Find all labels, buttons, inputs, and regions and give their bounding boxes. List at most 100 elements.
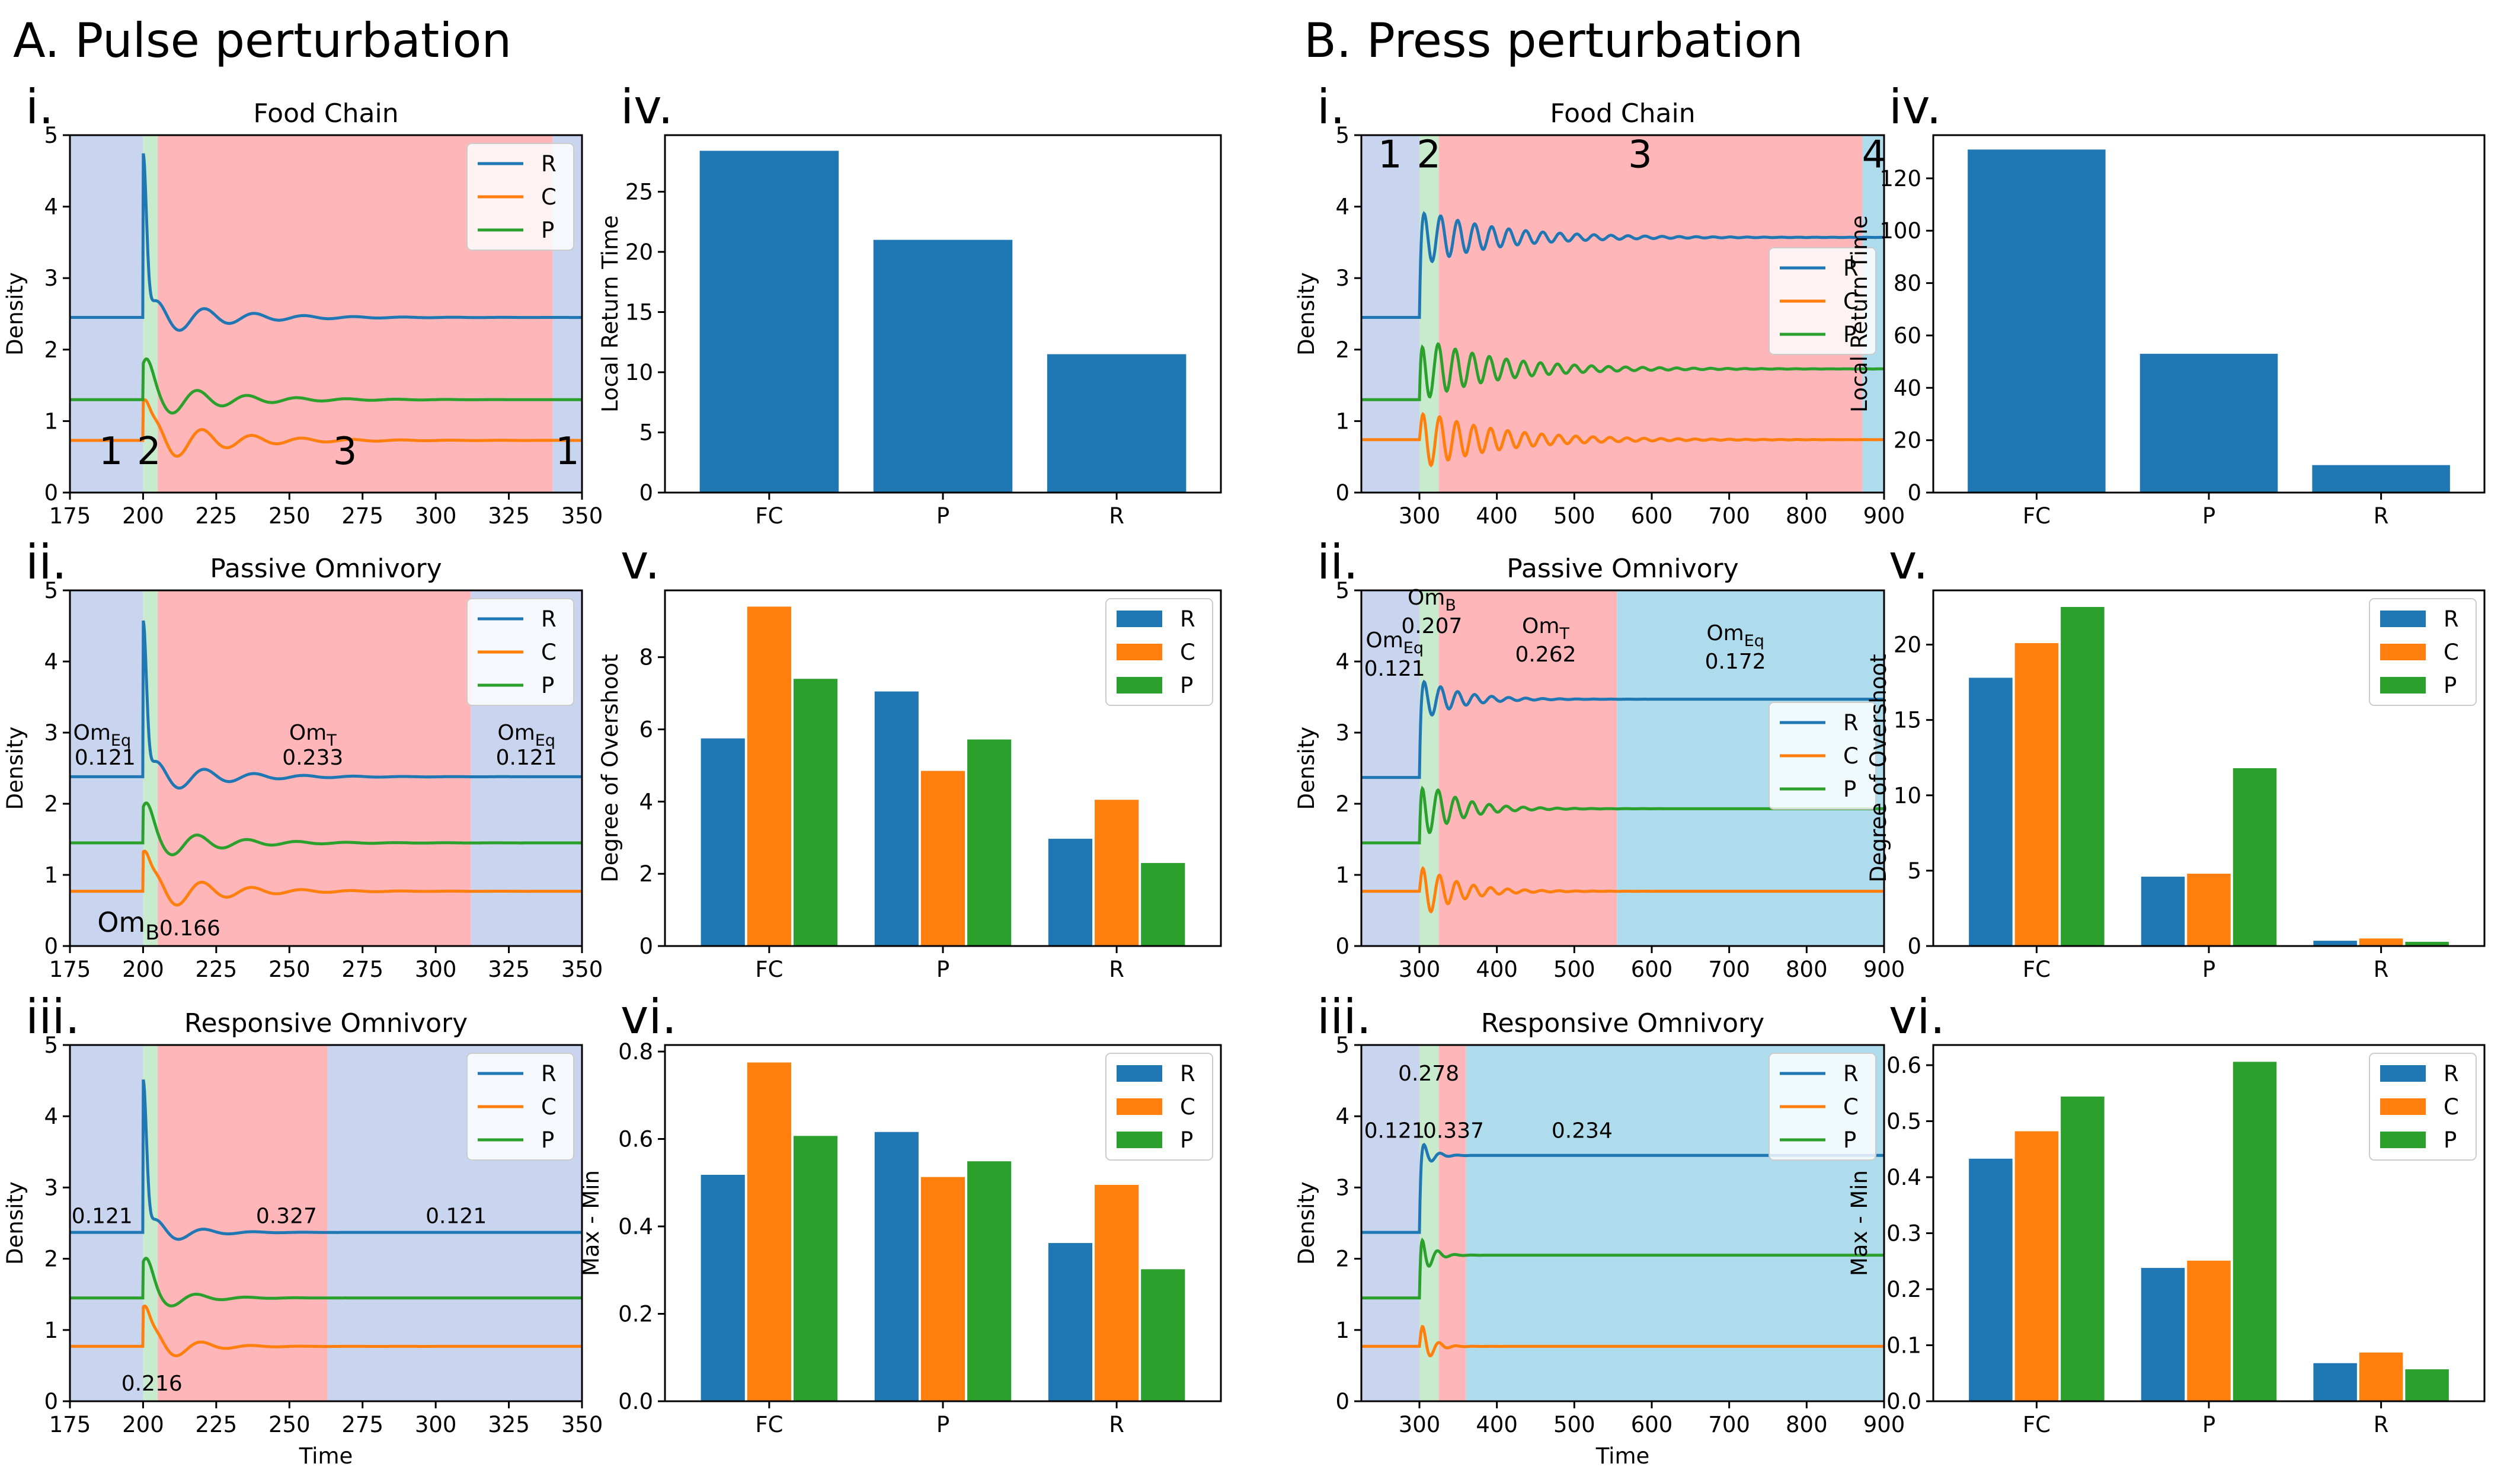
y-tick-label: 10 bbox=[1894, 783, 1921, 808]
bar-R-R bbox=[2313, 1363, 2357, 1401]
region-annotation: 1 bbox=[555, 430, 580, 474]
series-line-C bbox=[70, 1304, 582, 1357]
series-line-R bbox=[1361, 210, 1884, 319]
x-tick-label: 175 bbox=[49, 503, 91, 529]
x-tick-label: 200 bbox=[122, 957, 164, 982]
y-tick-label: 2 bbox=[44, 337, 58, 363]
chart-title: Responsive Omnivory bbox=[184, 1008, 468, 1038]
legend: RCP bbox=[1769, 702, 1876, 810]
series-line-C bbox=[1361, 866, 1884, 914]
chart-title: Passive Omnivory bbox=[210, 554, 442, 584]
phase-region-blue bbox=[70, 1045, 143, 1401]
bar-P-P bbox=[2233, 1062, 2277, 1401]
bar-C-P bbox=[2187, 1260, 2231, 1401]
bar-R-FC bbox=[1969, 678, 2013, 946]
axes-frame bbox=[1360, 134, 1885, 494]
y-tick-label: 4 bbox=[1335, 194, 1349, 220]
legend-label-P: P bbox=[1180, 673, 1193, 698]
bar-C-FC bbox=[2014, 643, 2059, 946]
y-tick-label: 0.0 bbox=[1886, 1389, 1921, 1414]
y-axis-label: Density bbox=[2, 727, 28, 810]
phase-region-blue bbox=[70, 590, 143, 946]
x-tick-label: 325 bbox=[488, 1412, 530, 1437]
panel-label: iv. bbox=[1889, 79, 1942, 135]
series-line-P bbox=[1361, 342, 1884, 401]
phase-region-blue bbox=[70, 135, 143, 493]
panel-label: v. bbox=[1889, 535, 1929, 590]
y-tick-label: 3 bbox=[44, 266, 58, 291]
y-tick-label: 2 bbox=[1335, 337, 1349, 363]
x-tick-label: 300 bbox=[415, 957, 457, 982]
bar-R bbox=[2312, 465, 2450, 493]
bar-P-FC bbox=[2061, 1096, 2105, 1401]
axes-frame bbox=[664, 589, 1222, 947]
phase-region-red bbox=[1438, 1045, 1466, 1401]
legend-swatch-R bbox=[2380, 611, 2426, 627]
y-tick-label: 0 bbox=[44, 934, 58, 959]
region-annotation: OmB bbox=[97, 906, 159, 945]
legend: RCP bbox=[1105, 1053, 1213, 1161]
bar-R-R bbox=[2313, 941, 2357, 946]
y-tick-label: 0 bbox=[1335, 1389, 1349, 1414]
y-axis-label: Local Return Time bbox=[1847, 215, 1872, 413]
bar-R-P bbox=[874, 691, 919, 946]
legend-swatch-C bbox=[1117, 644, 1162, 660]
legend-label-R: R bbox=[2444, 606, 2459, 632]
legend-label-R: R bbox=[2444, 1061, 2459, 1086]
legend-label-P: P bbox=[541, 218, 554, 243]
series-line-P bbox=[1361, 1237, 1884, 1300]
x-tick-label: 800 bbox=[1786, 1412, 1828, 1437]
region-annotation: 0.166 bbox=[159, 916, 220, 941]
y-tick-label: 20 bbox=[1894, 428, 1921, 453]
x-tick-label: 700 bbox=[1708, 957, 1750, 982]
region-annotation: OmEq bbox=[73, 721, 132, 750]
region-annotation: OmT bbox=[1522, 614, 1569, 643]
region-annotation: 1 bbox=[99, 430, 123, 474]
y-tick-label: 5 bbox=[639, 420, 653, 445]
x-tick-label: R bbox=[1109, 503, 1124, 529]
y-tick-label: 5 bbox=[1335, 123, 1349, 148]
bar-R-FC bbox=[701, 738, 745, 946]
y-tick-label: 4 bbox=[44, 1104, 58, 1129]
region-annotation: OmEq bbox=[1706, 621, 1764, 650]
y-axis-label: Density bbox=[2, 1181, 28, 1265]
y-tick-label: 5 bbox=[1335, 578, 1349, 603]
axes-frame bbox=[1360, 1044, 1885, 1402]
legend: RCP bbox=[466, 1053, 574, 1161]
y-tick-label: 0.1 bbox=[1886, 1333, 1921, 1359]
legend-swatch-P bbox=[1117, 1132, 1162, 1148]
chart-title: Responsive Omnivory bbox=[1481, 1008, 1764, 1038]
y-tick-label: 6 bbox=[639, 717, 653, 743]
series-line-P bbox=[70, 801, 582, 857]
x-tick-label: R bbox=[1109, 957, 1124, 982]
x-tick-label: FC bbox=[2023, 503, 2051, 529]
x-tick-label: 700 bbox=[1708, 503, 1750, 529]
bar-FC bbox=[1968, 149, 2106, 493]
y-tick-label: 0.4 bbox=[618, 1214, 653, 1239]
y-tick-label: 1 bbox=[1335, 1318, 1349, 1343]
x-tick-label: 500 bbox=[1553, 957, 1595, 982]
legend-label-R: R bbox=[1843, 1061, 1859, 1086]
x-tick-label: 900 bbox=[1863, 957, 1905, 982]
y-tick-label: 25 bbox=[625, 179, 653, 204]
axes-frame bbox=[1360, 589, 1885, 947]
legend-swatch-C bbox=[2380, 1098, 2426, 1115]
x-tick-label: 350 bbox=[561, 1412, 603, 1437]
y-tick-label: 0 bbox=[639, 480, 653, 506]
region-annotation: 1 bbox=[1378, 133, 1402, 177]
y-tick-label: 2 bbox=[1335, 791, 1349, 817]
bar-P-FC bbox=[793, 1136, 838, 1401]
x-tick-label: 900 bbox=[1863, 1412, 1905, 1437]
x-tick-label: 400 bbox=[1476, 1412, 1518, 1437]
x-tick-label: P bbox=[936, 1412, 949, 1437]
x-tick-label: 300 bbox=[1399, 503, 1441, 529]
y-tick-label: 120 bbox=[1879, 166, 1921, 191]
legend-label-P: P bbox=[541, 1127, 554, 1153]
region-annotation: 4 bbox=[1862, 133, 1886, 177]
y-tick-label: 0.5 bbox=[1886, 1109, 1921, 1135]
x-tick-label: 275 bbox=[341, 1412, 383, 1437]
legend: RCP bbox=[2369, 1053, 2477, 1161]
region-annotation: 0.337 bbox=[1423, 1119, 1484, 1143]
legend-label-C: C bbox=[2444, 640, 2459, 665]
